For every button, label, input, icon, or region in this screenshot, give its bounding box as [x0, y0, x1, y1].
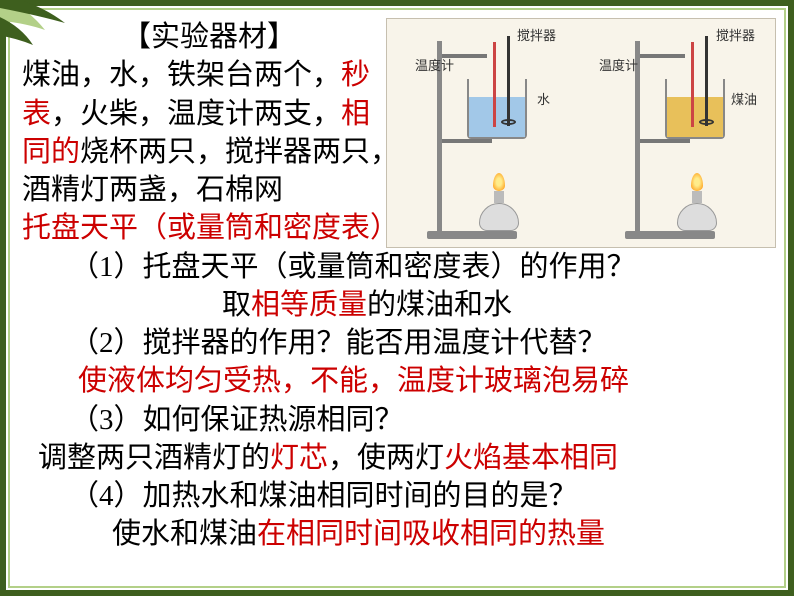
answer-1: 取相等质量的煤油和水 [22, 286, 772, 324]
answer-4: 使水和煤油在相同时间吸收相同的热量 [22, 515, 772, 553]
question-2: （2）搅拌器的作用？能否用温度计代替？ [22, 324, 772, 362]
line-2: 表，火柴，温度计两支，相 [22, 95, 772, 133]
answer-2: 使液体均匀受热，不能，温度计玻璃泡易碎 [22, 362, 772, 400]
slide-content: 【实验器材】 煤油，水，铁架台两个，秒 表，火柴，温度计两支，相 同的烧杯两只，… [14, 14, 780, 582]
question-3: （3）如何保证热源相同？ [22, 401, 772, 439]
line-5: 托盘天平（或量筒和密度表） [22, 209, 772, 247]
line-4: 酒精灯两盏，石棉网 [22, 171, 772, 209]
line-1: 煤油，水，铁架台两个，秒 [22, 56, 772, 94]
question-4: （4）加热水和煤油相同时间的目的是？ [22, 477, 772, 515]
question-1: （1）托盘天平（或量筒和密度表）的作用？ [22, 248, 772, 286]
answer-3: 调整两只酒精灯的灯芯，使两灯火焰基本相同 [22, 439, 772, 477]
heading: 【实验器材】 [22, 18, 772, 56]
line-3: 同的烧杯两只，搅拌器两只， [22, 133, 772, 171]
